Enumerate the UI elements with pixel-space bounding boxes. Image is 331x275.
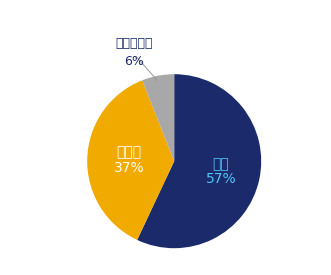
Wedge shape (142, 74, 174, 161)
Text: わからない: わからない (115, 37, 153, 50)
Wedge shape (137, 74, 261, 248)
Text: はい: はい (213, 157, 229, 171)
Text: 37%: 37% (114, 161, 144, 175)
Text: 57%: 57% (206, 172, 236, 186)
Text: いいえ: いいえ (117, 145, 142, 159)
Wedge shape (87, 80, 174, 240)
Text: 6%: 6% (124, 55, 144, 68)
